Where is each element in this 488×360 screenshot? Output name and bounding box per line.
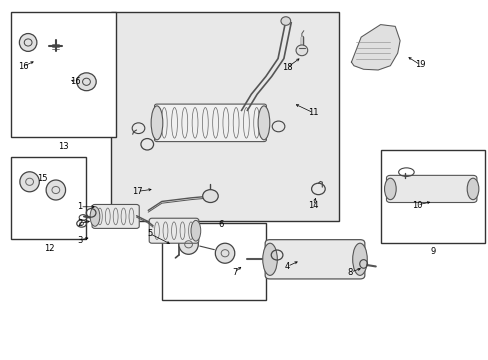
Ellipse shape [77,73,96,91]
Bar [111,12,339,221]
Ellipse shape [46,180,65,200]
Ellipse shape [352,243,366,275]
FancyBboxPatch shape [264,240,364,279]
Text: 18: 18 [282,63,292,72]
Bar [11,157,86,239]
FancyBboxPatch shape [92,204,139,228]
Text: 19: 19 [414,60,425,69]
Ellipse shape [151,106,163,140]
Text: 8: 8 [347,268,352,277]
Text: 6: 6 [218,220,224,229]
FancyBboxPatch shape [386,175,476,203]
Text: 3: 3 [77,235,82,244]
Text: 16: 16 [70,77,81,86]
Ellipse shape [20,33,37,51]
Text: 5: 5 [147,229,152,238]
Ellipse shape [258,106,269,140]
Ellipse shape [266,250,276,268]
Bar [11,12,116,137]
FancyBboxPatch shape [149,218,199,243]
Text: 10: 10 [411,201,422,210]
FancyBboxPatch shape [154,104,266,141]
Bar [380,150,484,243]
Ellipse shape [262,243,277,275]
Ellipse shape [295,45,307,56]
Text: 7: 7 [232,268,237,277]
Text: 15: 15 [38,174,48,183]
Ellipse shape [20,172,39,192]
Ellipse shape [90,207,100,226]
Text: 17: 17 [132,187,142,196]
Ellipse shape [384,178,395,200]
Text: 13: 13 [58,141,69,150]
Text: 16: 16 [18,62,28,71]
Ellipse shape [179,234,198,254]
Text: 12: 12 [44,244,54,253]
Ellipse shape [281,17,290,25]
Ellipse shape [191,220,201,241]
Ellipse shape [466,178,478,200]
Text: 2: 2 [78,219,82,228]
Ellipse shape [202,190,218,203]
Bar [162,223,266,300]
Polygon shape [351,24,399,70]
Ellipse shape [215,243,234,263]
Text: 11: 11 [307,108,318,117]
Text: 9: 9 [429,247,435,256]
Text: 14: 14 [307,201,318,210]
Text: 4: 4 [284,262,289,271]
Text: 1: 1 [78,202,82,211]
